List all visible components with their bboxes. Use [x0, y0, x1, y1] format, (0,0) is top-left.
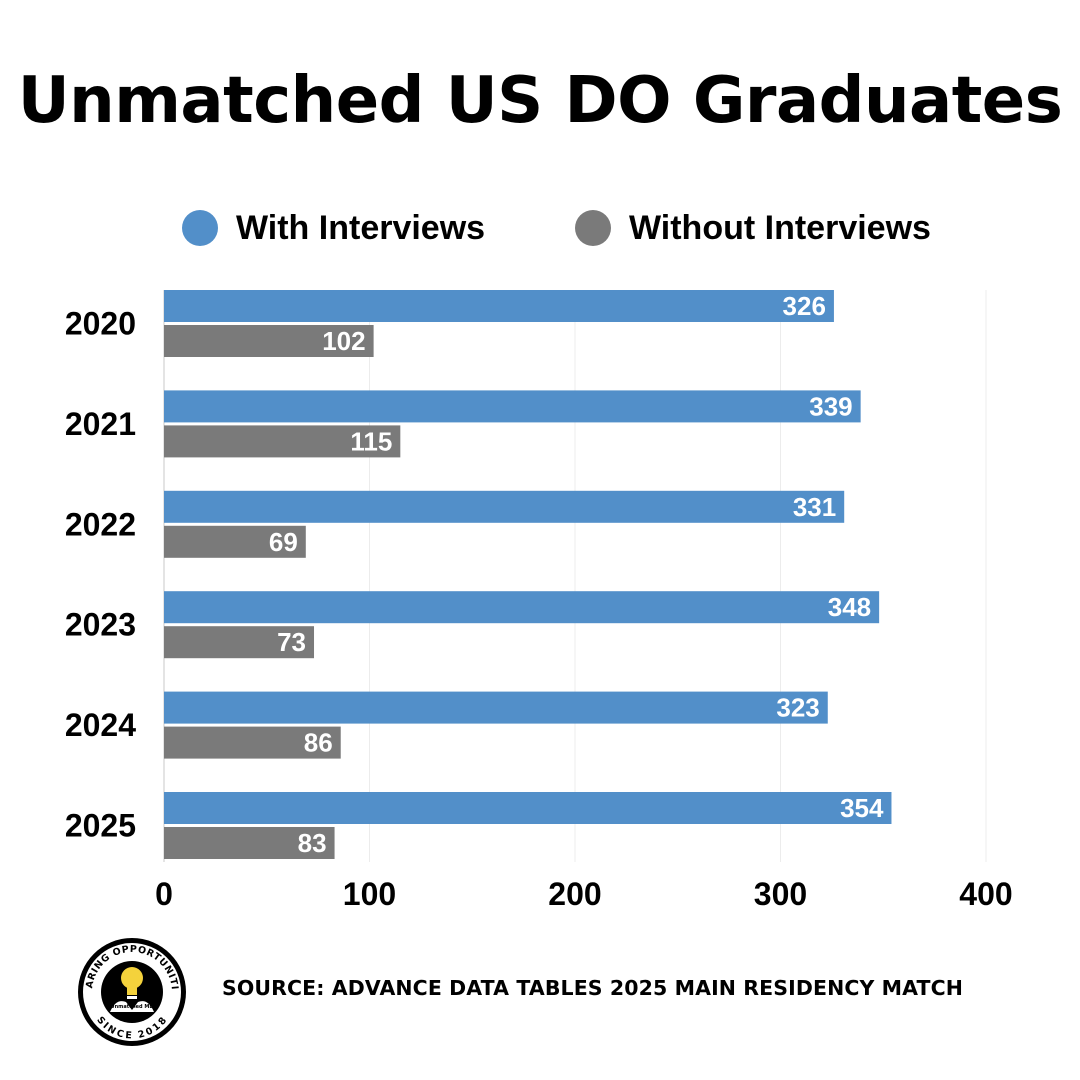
- bar-2024-with-interviews: [164, 691, 828, 724]
- bar-2023-without-interviews: [164, 626, 315, 659]
- data-label-2024-without-interviews: 86: [304, 728, 333, 758]
- category-label-2023: 2023: [65, 607, 136, 643]
- legend-swatch-without-interviews: [575, 210, 611, 246]
- data-label-2021-with-interviews: 339: [809, 391, 852, 421]
- graduates-icon: [110, 1001, 154, 1012]
- x-tick-label-200: 200: [548, 876, 601, 912]
- data-label-2020-without-interviews: 102: [322, 326, 365, 356]
- chart-title: Unmatched US DO Graduates: [17, 64, 1063, 138]
- bar-2020-with-interviews: [164, 290, 834, 322]
- bar-2022-with-interviews: [164, 490, 845, 523]
- data-label-2023-without-interviews: 73: [277, 627, 306, 657]
- data-label-2025-without-interviews: 83: [298, 828, 327, 858]
- legend-item-with-interviews: With Interviews: [182, 200, 485, 256]
- data-label-2020-with-interviews: 326: [783, 291, 826, 321]
- legend-label-without-interviews: Without Interviews: [629, 208, 931, 247]
- data-label-2025-with-interviews: 354: [840, 793, 884, 823]
- bar-2023-with-interviews: [164, 591, 880, 624]
- legend-swatch-with-interviews: [182, 210, 218, 246]
- x-tick-label-100: 100: [343, 876, 396, 912]
- bar-2021-with-interviews: [164, 390, 861, 423]
- logo-brand-text: Unmatched MD: [111, 1004, 154, 1010]
- category-label-2020: 2020: [65, 306, 136, 342]
- data-label-2022-without-interviews: 69: [269, 527, 298, 557]
- data-label-2024-with-interviews: 323: [776, 693, 819, 723]
- legend-label-with-interviews: With Interviews: [236, 208, 486, 247]
- x-tick-label-400: 400: [959, 876, 1012, 912]
- bar-2024-without-interviews: [164, 726, 341, 759]
- category-label-2021: 2021: [65, 406, 136, 442]
- bar-2021-without-interviews: [164, 425, 401, 458]
- legend: With Interviews Without Interviews: [0, 200, 1080, 256]
- bar-2025-with-interviews: [164, 792, 892, 824]
- legend-item-without-interviews: Without Interviews: [575, 200, 931, 256]
- sharing-opportunities-logo: SHARING OPPORTUNITIES SINCE 2018 Unmatch…: [76, 936, 186, 1046]
- data-label-2021-without-interviews: 115: [350, 426, 392, 456]
- bar-2022-without-interviews: [164, 525, 306, 558]
- source-note: SOURCE: ADVANCE DATA TABLES 2025 MAIN RE…: [222, 976, 964, 1000]
- lightbulb-icon: [121, 967, 143, 999]
- x-tick-label-0: 0: [155, 876, 173, 912]
- category-label-2024: 2024: [65, 707, 136, 743]
- bar-2020-without-interviews: [164, 325, 374, 357]
- category-label-2022: 2022: [65, 506, 136, 542]
- data-label-2022-with-interviews: 331: [793, 492, 836, 522]
- x-tick-label-300: 300: [754, 876, 807, 912]
- category-label-2025: 2025: [65, 808, 136, 844]
- data-label-2023-with-interviews: 348: [828, 592, 871, 622]
- bar-2025-without-interviews: [164, 827, 335, 859]
